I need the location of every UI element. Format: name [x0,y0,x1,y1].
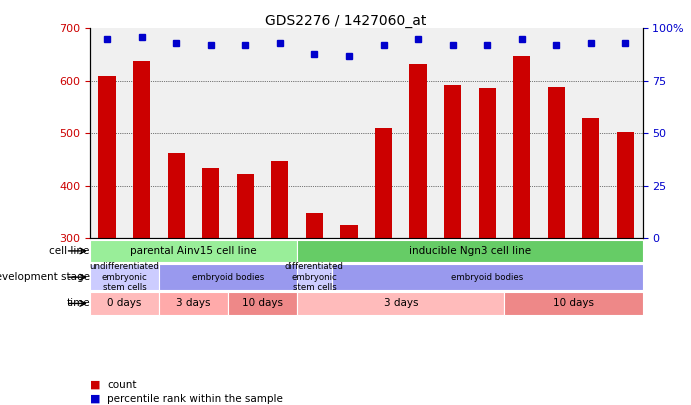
Bar [305,213,323,239]
Bar [409,64,426,239]
Bar [616,132,634,239]
Bar [202,168,219,239]
Bar [375,128,392,239]
Bar [271,161,288,239]
Text: GDS2276 / 1427060_at: GDS2276 / 1427060_at [265,14,426,28]
Bar [133,61,150,239]
Text: ■: ■ [90,380,100,390]
Text: 3 days: 3 days [176,298,211,309]
Bar [340,225,358,239]
Text: time: time [66,298,90,309]
Bar [547,87,565,239]
Bar [332,264,643,290]
Text: cell line: cell line [50,246,90,256]
Bar [297,264,332,290]
Text: parental Ainv15 cell line: parental Ainv15 cell line [130,246,257,256]
Text: embryoid bodies: embryoid bodies [192,273,264,281]
Bar [297,292,504,315]
Bar [513,55,530,239]
Bar [159,264,297,290]
Bar [167,153,184,239]
Bar [98,76,115,239]
Bar [504,292,643,315]
Bar [582,117,599,239]
Bar [478,88,495,239]
Text: count: count [107,380,137,390]
Text: undifferentiated
embryonic
stem cells: undifferentiated embryonic stem cells [89,262,160,292]
Bar [90,264,159,290]
Bar [236,175,254,239]
Text: 10 days: 10 days [553,298,594,309]
Text: embryoid bodies: embryoid bodies [451,273,523,281]
Text: 3 days: 3 days [384,298,418,309]
Text: ■: ■ [90,394,100,404]
Text: differentiated
embryonic
stem cells: differentiated embryonic stem cells [285,262,344,292]
Text: percentile rank within the sample: percentile rank within the sample [107,394,283,404]
Text: inducible Ngn3 cell line: inducible Ngn3 cell line [409,246,531,256]
Bar [90,292,159,315]
Text: development stage: development stage [0,272,90,282]
Bar [90,240,297,262]
Text: 0 days: 0 days [107,298,142,309]
Text: 10 days: 10 days [242,298,283,309]
Bar [297,240,643,262]
Bar [159,292,228,315]
Bar [444,85,461,239]
Bar [228,292,297,315]
